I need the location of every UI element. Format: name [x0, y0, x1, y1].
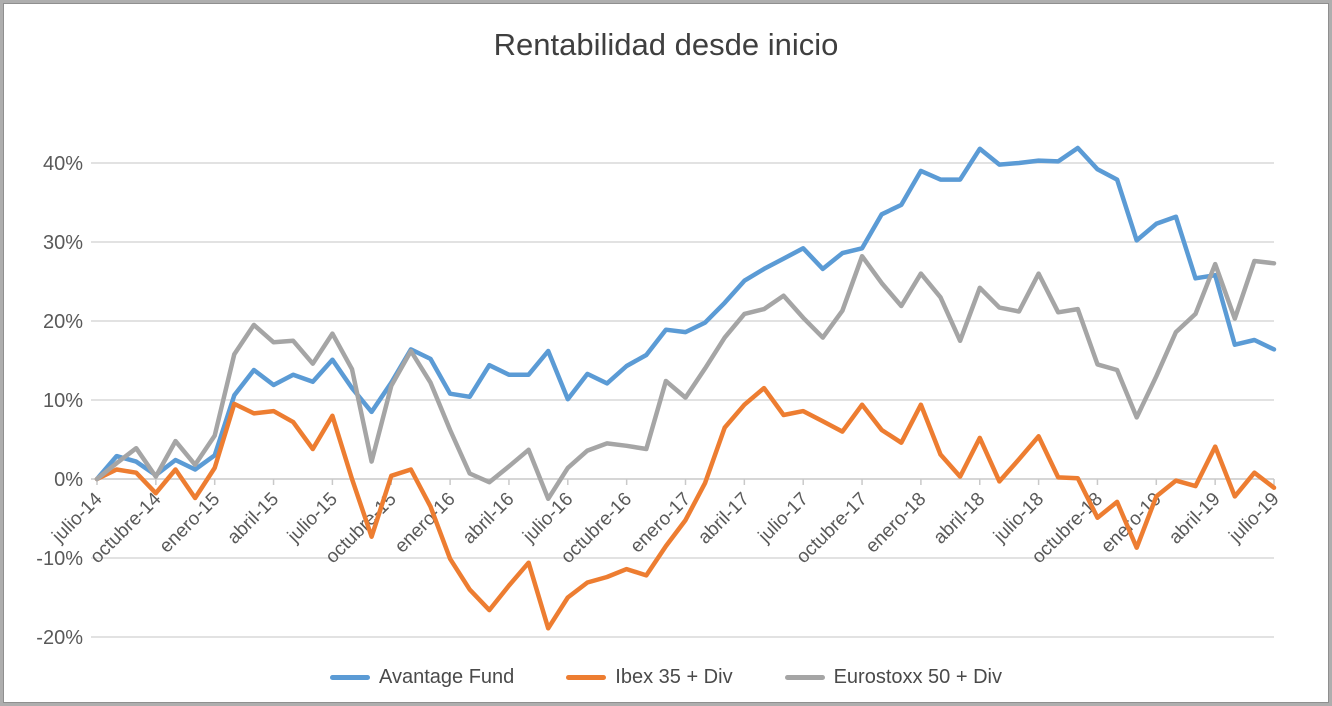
- x-axis-label: enero-15: [156, 489, 225, 558]
- series-line-ibex-35-div: [94, 385, 1277, 631]
- legend-label: Avantage Fund: [378, 666, 515, 688]
- legend-swatch-eurostoxx-50-div-icon: [784, 675, 825, 680]
- x-axis-label: abril-18: [930, 489, 990, 549]
- series-line-avantage-fund: [94, 145, 1277, 482]
- legend-item-ibex-35-div: Ibex 35 + Div: [566, 666, 733, 689]
- y-axis-label: 0%: [54, 469, 83, 491]
- chart-title: Rentabilidad desde inicio: [493, 27, 839, 62]
- y-axis-label: 20%: [43, 311, 83, 333]
- x-axis-label: abril-15: [223, 489, 283, 549]
- y-axis-label: -20%: [36, 627, 83, 649]
- x-axis-label: julio-15: [283, 489, 342, 548]
- x-axis-label: abril-16: [459, 489, 519, 549]
- y-axis-label: 10%: [43, 390, 83, 412]
- x-axis-label: julio-18: [989, 489, 1048, 548]
- legend-item-eurostoxx-50-div: Eurostoxx 50 + Div: [784, 666, 1002, 689]
- y-axis-label: -10%: [36, 548, 83, 570]
- x-axis-label: abril-19: [1165, 489, 1225, 549]
- legend-swatch-avantage-fund-icon: [329, 675, 370, 680]
- legend-item-avantage-fund: Avantage Fund: [329, 666, 515, 689]
- y-axis-label: 30%: [43, 232, 83, 254]
- legend-label: Eurostoxx 50 + Div: [833, 666, 1002, 688]
- series-line-eurostoxx-50-div: [94, 253, 1277, 502]
- legend-swatch-ibex-35-div-icon: [566, 675, 607, 680]
- plot-svg: 40%30%20%10%0%-10%-20%julio-14octubre-14…: [36, 145, 1284, 649]
- x-axis-label: enero-18: [862, 489, 931, 558]
- x-axis-label: julio-14: [48, 488, 107, 547]
- legend-label: Ibex 35 + Div: [615, 666, 733, 688]
- y-axis-label: 40%: [43, 153, 83, 175]
- legend: Avantage Fund Ibex 35 + Div Eurostoxx 50…: [3, 666, 1329, 689]
- x-axis-label: julio-17: [754, 489, 813, 548]
- x-axis-label: abril-17: [694, 489, 754, 549]
